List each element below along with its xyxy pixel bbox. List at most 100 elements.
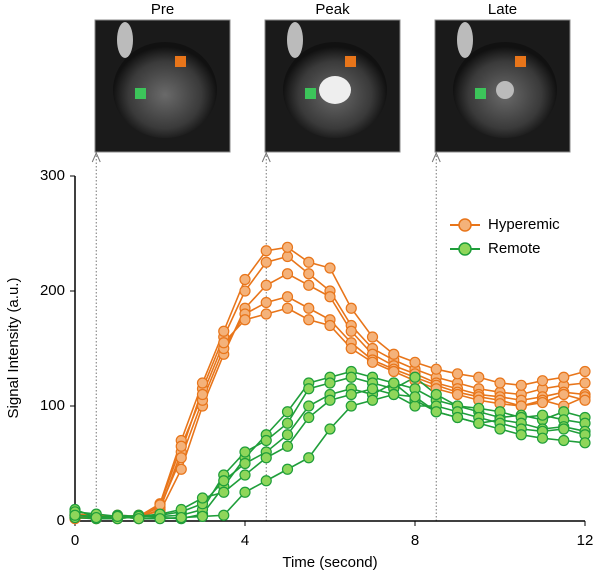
data-point bbox=[536, 396, 549, 409]
legend-marker bbox=[458, 218, 472, 232]
data-point bbox=[175, 511, 187, 524]
y-tick-label: 200 bbox=[40, 282, 65, 299]
data-point bbox=[239, 446, 251, 458]
data-point bbox=[345, 302, 357, 314]
data-point bbox=[388, 388, 400, 401]
data-point bbox=[303, 268, 315, 280]
data-point bbox=[303, 256, 315, 268]
data-point bbox=[451, 411, 464, 424]
timepoint-arrow bbox=[261, 151, 271, 163]
data-point bbox=[558, 434, 570, 447]
data-point bbox=[281, 291, 294, 303]
data-point bbox=[558, 423, 570, 435]
data-point bbox=[196, 492, 209, 504]
legend-label: Hyperemic bbox=[488, 216, 560, 233]
thumbnail-blood bbox=[496, 81, 514, 99]
data-point bbox=[494, 423, 506, 435]
data-point bbox=[175, 452, 187, 464]
data-point bbox=[388, 348, 400, 360]
data-point bbox=[281, 268, 294, 280]
data-point bbox=[303, 400, 315, 412]
data-point bbox=[69, 509, 81, 521]
data-point bbox=[536, 375, 549, 387]
y-axis-title: Signal Intensity (a.u.) bbox=[5, 278, 22, 419]
data-point bbox=[303, 279, 315, 291]
data-point bbox=[324, 377, 336, 389]
data-point bbox=[260, 308, 272, 320]
data-point bbox=[303, 452, 315, 464]
data-point bbox=[196, 377, 209, 389]
data-point bbox=[430, 388, 442, 401]
data-point bbox=[451, 368, 464, 380]
thumbnail-bright bbox=[457, 22, 473, 58]
data-point bbox=[281, 463, 294, 475]
data-point bbox=[430, 406, 442, 418]
data-point bbox=[324, 262, 336, 274]
data-point bbox=[260, 475, 272, 487]
data-point bbox=[579, 377, 591, 389]
data-point bbox=[451, 388, 464, 401]
data-point bbox=[345, 371, 357, 383]
data-point bbox=[473, 402, 485, 414]
roi-remote bbox=[475, 88, 486, 99]
thumbnail-bright bbox=[287, 22, 303, 58]
roi-hyperemic bbox=[345, 56, 356, 67]
data-point bbox=[260, 279, 272, 291]
data-point bbox=[218, 475, 230, 487]
thumbnail-blood bbox=[319, 76, 351, 104]
data-point bbox=[366, 356, 379, 368]
data-point bbox=[366, 394, 379, 406]
thumbnail-heart bbox=[113, 42, 217, 138]
data-point bbox=[324, 291, 336, 303]
roi-hyperemic bbox=[175, 56, 186, 67]
data-point bbox=[515, 379, 527, 391]
data-point bbox=[281, 429, 294, 441]
data-point bbox=[281, 406, 294, 418]
data-point bbox=[345, 400, 357, 412]
data-point bbox=[175, 440, 187, 452]
data-point bbox=[579, 365, 591, 378]
data-point bbox=[260, 296, 272, 309]
data-point bbox=[409, 400, 421, 412]
data-point bbox=[239, 273, 251, 286]
legend-label: Remote bbox=[488, 240, 541, 257]
timepoint-arrow bbox=[431, 151, 441, 163]
data-point bbox=[515, 429, 527, 441]
data-point bbox=[558, 371, 570, 383]
series-line bbox=[74, 387, 586, 520]
data-point bbox=[473, 371, 485, 383]
data-point bbox=[494, 377, 506, 389]
data-point bbox=[388, 365, 400, 378]
data-point bbox=[324, 394, 336, 406]
x-tick-label: 12 bbox=[577, 532, 594, 549]
data-point bbox=[133, 513, 145, 525]
data-point bbox=[281, 250, 294, 263]
data-point bbox=[366, 383, 379, 395]
data-point bbox=[239, 486, 251, 498]
data-point bbox=[154, 513, 166, 525]
data-point bbox=[260, 434, 272, 447]
data-point bbox=[281, 417, 294, 429]
data-point bbox=[430, 363, 442, 375]
y-tick-label: 300 bbox=[40, 167, 65, 184]
data-point bbox=[515, 400, 527, 412]
data-point bbox=[324, 319, 336, 332]
data-point bbox=[239, 285, 251, 297]
thumbnail-label: Late bbox=[488, 1, 517, 18]
data-point bbox=[281, 440, 294, 452]
data-point bbox=[239, 457, 251, 470]
timepoint-arrow bbox=[91, 151, 101, 163]
data-point bbox=[473, 417, 485, 429]
data-point bbox=[409, 356, 421, 368]
data-point bbox=[303, 302, 315, 314]
data-point bbox=[260, 245, 272, 257]
roi-remote bbox=[305, 88, 316, 99]
data-point bbox=[239, 469, 251, 481]
x-axis-title: Time (second) bbox=[282, 554, 377, 571]
x-tick-label: 8 bbox=[411, 532, 419, 549]
data-point bbox=[260, 256, 272, 268]
data-point bbox=[409, 391, 421, 403]
y-tick-label: 100 bbox=[40, 397, 65, 414]
data-point bbox=[260, 452, 272, 464]
data-point bbox=[345, 325, 357, 337]
